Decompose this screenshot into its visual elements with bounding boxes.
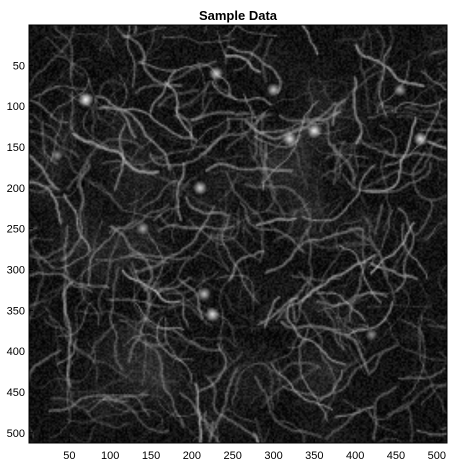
y-tick-label: 50	[13, 60, 25, 72]
y-axis: 50 100 150 200 250 300 350 400 450 500	[7, 60, 33, 440]
x-axis: 50 100 150 200 250 300 350 400 450 500	[63, 439, 446, 462]
x-tick-label: 250	[224, 450, 242, 462]
y-tick-label: 450	[7, 387, 25, 399]
y-tick-label: 250	[7, 224, 25, 236]
x-tick-label: 300	[264, 450, 282, 462]
x-tick-label: 150	[142, 450, 160, 462]
x-tick-label: 500	[428, 450, 446, 462]
y-tick-label: 350	[7, 305, 25, 317]
y-tick-label: 300	[7, 265, 25, 277]
plot-area	[28, 24, 448, 444]
axes-box	[28, 24, 448, 444]
y-tick-label: 100	[7, 101, 25, 113]
y-tick-label: 500	[7, 428, 25, 440]
x-tick-label: 100	[101, 450, 119, 462]
y-tick-label: 400	[7, 346, 25, 358]
y-tick-label: 200	[7, 183, 25, 195]
chart-title: Sample Data	[199, 8, 278, 23]
x-tick-label: 350	[305, 450, 323, 462]
heatmap-image	[29, 25, 447, 443]
x-tick-label: 50	[63, 450, 75, 462]
x-tick-label: 200	[183, 450, 201, 462]
y-tick-label: 150	[7, 142, 25, 154]
x-tick-label: 400	[346, 450, 364, 462]
x-tick-label: 450	[387, 450, 405, 462]
